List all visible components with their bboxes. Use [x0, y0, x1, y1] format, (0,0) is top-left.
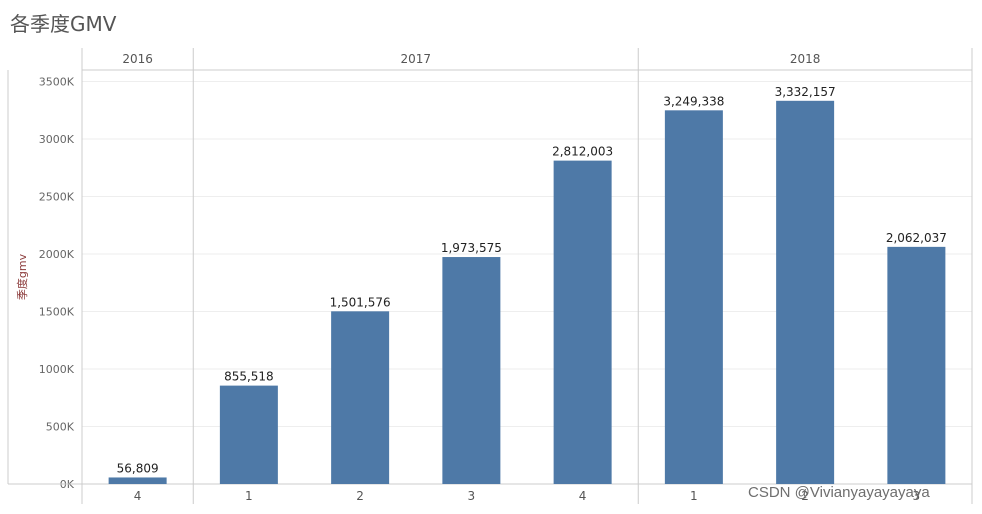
y-tick-label: 2500K [39, 191, 75, 204]
year-header: 2017 [400, 52, 431, 66]
bar [776, 100, 835, 485]
y-axis-title: 季度gmv [15, 253, 29, 300]
chart-title: 各季度GMV [10, 12, 117, 36]
watermark: CSDN @Vivianyayayayaya [748, 484, 930, 501]
quarter-label: 4 [579, 489, 587, 503]
bar-value-label: 1,973,575 [441, 241, 502, 255]
bar [331, 311, 390, 484]
bar [887, 246, 946, 484]
bar-value-label: 3,332,157 [775, 85, 836, 99]
y-tick-label: 3000K [39, 133, 75, 146]
quarter-label: 1 [690, 489, 698, 503]
y-tick-label: 500K [46, 421, 75, 434]
quarter-label: 3 [913, 489, 921, 503]
year-header: 2016 [122, 52, 153, 66]
y-tick-label: 3500K [39, 76, 75, 89]
bar-value-label: 855,518 [224, 370, 274, 384]
quarter-label: 1 [245, 489, 253, 503]
bar-value-label: 1,501,576 [330, 295, 391, 309]
quarter-label: 2 [356, 489, 364, 503]
bar-value-label: 56,809 [117, 461, 159, 475]
bar-value-label: 3,249,338 [663, 94, 724, 108]
bar [664, 110, 723, 485]
quarter-label: 3 [468, 489, 476, 503]
bar-value-label: 2,062,037 [886, 231, 947, 245]
y-tick-label: 2000K [39, 248, 75, 261]
y-tick-label: 1000K [39, 363, 75, 376]
quarter-label: 4 [134, 489, 142, 503]
year-header: 2018 [790, 52, 821, 66]
bar [553, 160, 612, 484]
bar-value-label: 2,812,003 [552, 145, 613, 159]
quarter-label: 2 [801, 489, 809, 503]
bar [219, 385, 278, 484]
bar [442, 257, 501, 484]
bar [108, 477, 167, 484]
y-tick-label: 1500K [39, 306, 75, 319]
